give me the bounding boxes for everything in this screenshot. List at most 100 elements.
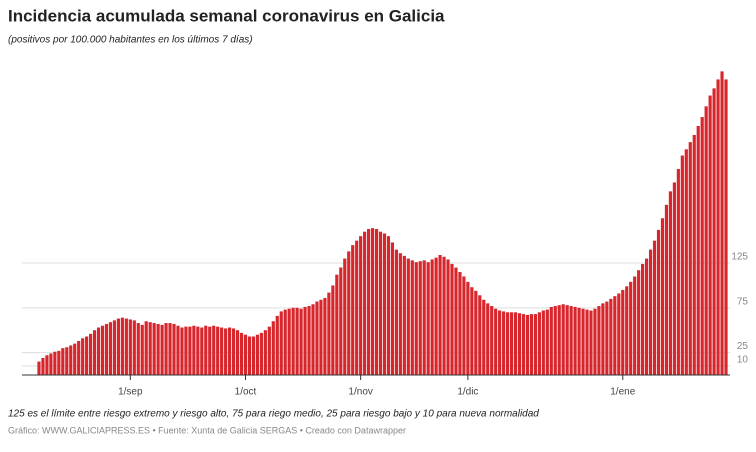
bar <box>454 267 458 375</box>
y-tick-label: 10 <box>737 355 749 366</box>
bar <box>517 313 522 375</box>
bar <box>668 191 673 375</box>
bar <box>295 307 299 375</box>
bar <box>112 320 117 375</box>
chart-subtitle: (positivos por 100.000 habitantes en los… <box>8 35 253 46</box>
bar <box>529 314 534 375</box>
bar <box>160 324 164 375</box>
bar <box>267 326 271 375</box>
bar <box>629 281 633 375</box>
bar <box>65 347 69 375</box>
bar <box>144 321 148 375</box>
bar <box>569 306 573 375</box>
bar <box>434 257 438 375</box>
bar <box>255 334 259 375</box>
bar <box>216 326 220 375</box>
bar <box>613 296 617 375</box>
bar <box>652 240 657 375</box>
bar <box>637 270 641 375</box>
bar <box>299 308 303 375</box>
bar <box>382 233 387 375</box>
bar <box>287 308 291 375</box>
bar <box>553 306 557 375</box>
bar <box>720 71 724 376</box>
bar <box>700 117 704 375</box>
bar <box>355 240 359 375</box>
bar <box>96 327 101 375</box>
bar <box>363 231 367 375</box>
bar <box>271 321 275 375</box>
bar <box>617 293 621 375</box>
bar <box>140 324 144 375</box>
bar <box>664 204 669 375</box>
bar <box>85 336 89 375</box>
bar <box>589 310 593 375</box>
bar <box>116 318 120 375</box>
bar <box>57 350 61 375</box>
bar <box>53 351 57 375</box>
bar <box>438 254 442 375</box>
bar <box>521 314 526 375</box>
bar <box>621 289 625 375</box>
bar <box>605 301 609 375</box>
bar <box>124 318 128 375</box>
bar <box>688 142 692 375</box>
chart-note: 125 es el límite entre riesgo extremo y … <box>8 409 539 420</box>
bar <box>625 286 629 375</box>
bar <box>676 169 680 375</box>
bar <box>196 326 200 375</box>
bar <box>108 322 113 375</box>
bar <box>565 305 569 375</box>
bar <box>474 290 478 375</box>
bar <box>89 333 93 375</box>
bar <box>581 308 585 375</box>
bar <box>712 88 716 376</box>
bar <box>374 229 379 375</box>
bar <box>537 312 541 375</box>
bar <box>414 262 418 375</box>
bar <box>450 263 454 375</box>
x-tick-label: 1/oct <box>235 387 257 398</box>
bar <box>577 307 581 375</box>
bar <box>331 285 335 375</box>
bar <box>327 292 331 375</box>
chart-source: Gráfico: WWW.GALICIAPRESS.ES • Fuente: X… <box>8 425 406 435</box>
bar <box>343 258 347 375</box>
bar <box>220 327 224 375</box>
bar <box>303 306 307 375</box>
bar <box>398 253 402 375</box>
bar <box>545 309 549 375</box>
bar <box>69 345 73 375</box>
bar <box>641 263 645 375</box>
bar <box>486 303 490 375</box>
bar <box>204 325 208 375</box>
bar <box>235 330 240 375</box>
bar <box>311 304 315 375</box>
y-tick-label: 25 <box>737 341 749 352</box>
bar <box>525 314 530 375</box>
bar <box>128 319 132 375</box>
bar <box>120 317 124 375</box>
bar <box>506 312 510 375</box>
bar <box>549 306 553 375</box>
bar <box>430 259 434 375</box>
bar <box>180 327 184 375</box>
bar <box>648 249 653 375</box>
bar <box>164 323 168 375</box>
bar <box>132 320 136 375</box>
bar <box>156 323 160 375</box>
bar <box>228 327 232 375</box>
bar <box>597 306 601 375</box>
bar <box>426 262 430 375</box>
bar <box>351 245 355 375</box>
bar <box>100 325 105 375</box>
bar <box>645 258 649 375</box>
bar <box>692 134 696 375</box>
bar <box>680 155 684 375</box>
bar <box>208 326 212 375</box>
bar <box>73 343 77 375</box>
bar <box>283 309 287 375</box>
bar <box>442 256 446 375</box>
bar <box>212 325 216 375</box>
